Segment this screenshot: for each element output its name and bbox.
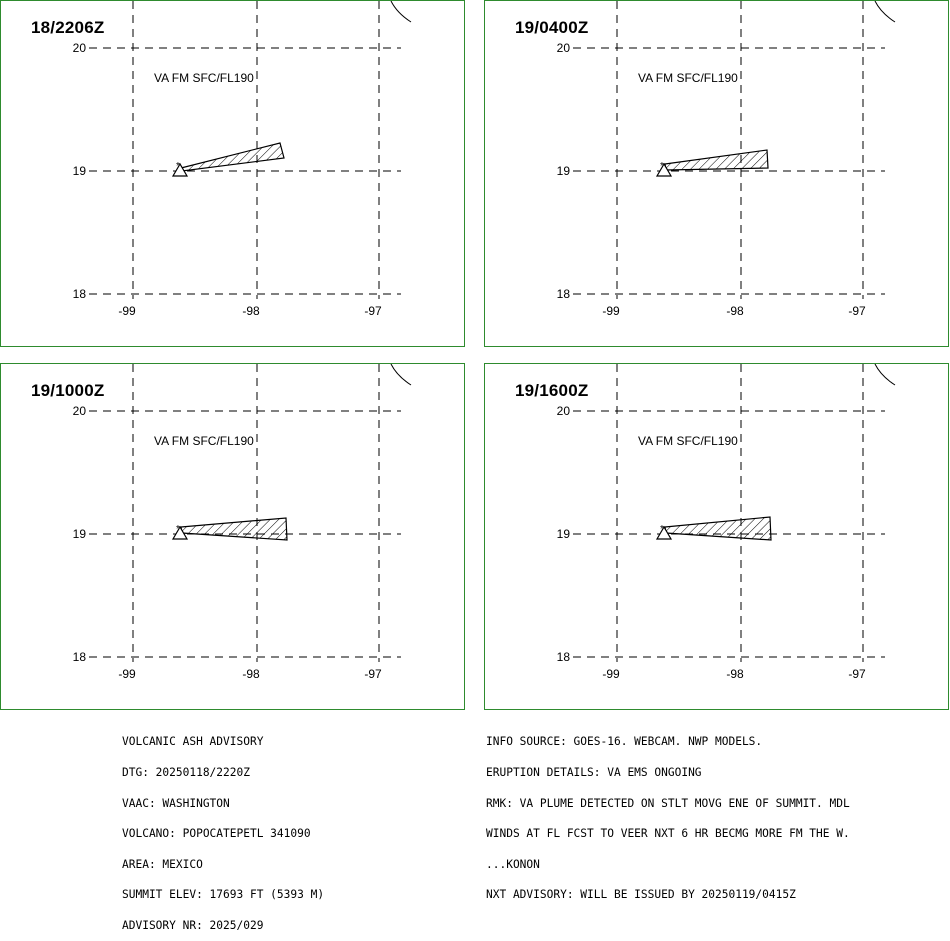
lon-label: -98 [726, 667, 744, 681]
map-canvas-4: * [573, 364, 896, 662]
map-panel-4: * 19/1600Z VA FM SFC/FL190 20 19 18 -99 … [484, 363, 949, 710]
map-canvas-1: * [89, 1, 412, 299]
lat-label: 19 [556, 527, 570, 541]
advisory-line: AREA: MEXICO [122, 857, 203, 871]
lat-label: 18 [72, 650, 86, 664]
lat-label: 20 [72, 404, 86, 418]
lon-label: -97 [848, 304, 866, 318]
triangle-volcano-icon [171, 525, 189, 540]
summit-marker: * [660, 161, 664, 172]
summit-marker: * [660, 524, 664, 535]
ash-plume-polygon [180, 517, 288, 541]
lon-label: -99 [602, 667, 620, 681]
map-panel-1: * 18/2206Z VA FM SFC/FL190 20 19 18 -99 … [0, 0, 465, 347]
lat-label: 18 [72, 287, 86, 301]
advisory-line: WINDS AT FL FCST TO VEER NXT 6 HR BECMG … [486, 827, 850, 841]
lat-label: 20 [556, 41, 570, 55]
advisory-line: ADVISORY NR: 2025/029 [122, 918, 264, 932]
lat-label: 20 [72, 41, 86, 55]
coastline [390, 364, 412, 386]
panel-time: 19/1000Z [31, 381, 105, 400]
lat-label: 19 [72, 527, 86, 541]
ash-plume-polygon [664, 149, 769, 171]
ash-plume-polygon [664, 516, 772, 541]
advisory-line: ...KONON [486, 857, 540, 871]
advisory-line: RMK: VA PLUME DETECTED ON STLT MOVG ENE … [486, 796, 850, 810]
lat-label: 20 [556, 404, 570, 418]
advisory-line: INFO SOURCE: GOES-16. WEBCAM. NWP MODELS… [486, 735, 763, 749]
map-canvas-2: * [573, 1, 896, 299]
advisory-line: VOLCANIC ASH ADVISORY [122, 735, 264, 749]
lat-label: 19 [556, 164, 570, 178]
summit-marker: * [176, 524, 180, 535]
lon-label: -97 [364, 304, 382, 318]
map-panel-3: * 19/1000Z VA FM SFC/FL190 20 19 18 -99 … [0, 363, 465, 710]
coastline [874, 1, 896, 23]
map-canvas-3: * [89, 364, 412, 662]
plume-label: VA FM SFC/FL190 [638, 71, 738, 85]
advisory-line: DTG: 20250118/2220Z [122, 766, 250, 779]
lat-label: 18 [556, 287, 570, 301]
plume-label: VA FM SFC/FL190 [154, 71, 254, 85]
advisory-details-block: INFO SOURCE: GOES-16. WEBCAM. NWP MODELS… [486, 717, 850, 911]
lon-label: -98 [242, 304, 260, 318]
panel-time: 19/0400Z [515, 18, 589, 37]
lon-label: -99 [118, 304, 136, 318]
plume-label: VA FM SFC/FL190 [638, 434, 738, 448]
lon-label: -98 [726, 304, 744, 318]
lon-label: -97 [848, 667, 866, 681]
advisory-line: NXT ADVISORY: WILL BE ISSUED BY 20250119… [486, 888, 796, 902]
lon-label: -98 [242, 667, 260, 681]
triangle-volcano-icon [655, 525, 673, 540]
advisory-line: VOLCANO: POPOCATEPETL 341090 [122, 827, 311, 841]
coastline [874, 364, 896, 386]
lon-label: -99 [602, 304, 620, 318]
coastline [390, 1, 412, 23]
ash-plume-polygon [180, 142, 285, 172]
summit-marker: * [176, 161, 180, 172]
map-panel-2: * 19/0400Z VA FM SFC/FL190 20 19 18 -99 … [484, 0, 949, 347]
advisory-line: SUMMIT ELEV: 17693 FT (5393 M) [122, 888, 325, 902]
advisory-header-block: VOLCANIC ASH ADVISORY DTG: 20250118/2220… [122, 717, 324, 941]
lon-label: -97 [364, 667, 382, 681]
plume-label: VA FM SFC/FL190 [154, 434, 254, 448]
panel-time: 18/2206Z [31, 18, 105, 37]
advisory-line: VAAC: WASHINGTON [122, 796, 230, 810]
triangle-volcano-icon [655, 162, 673, 177]
panel-time: 19/1600Z [515, 381, 589, 400]
lon-label: -99 [118, 667, 136, 681]
advisory-line: ERUPTION DETAILS: VA EMS ONGOING [486, 766, 702, 779]
triangle-volcano-icon [171, 162, 189, 177]
lat-label: 19 [72, 164, 86, 178]
lat-label: 18 [556, 650, 570, 664]
